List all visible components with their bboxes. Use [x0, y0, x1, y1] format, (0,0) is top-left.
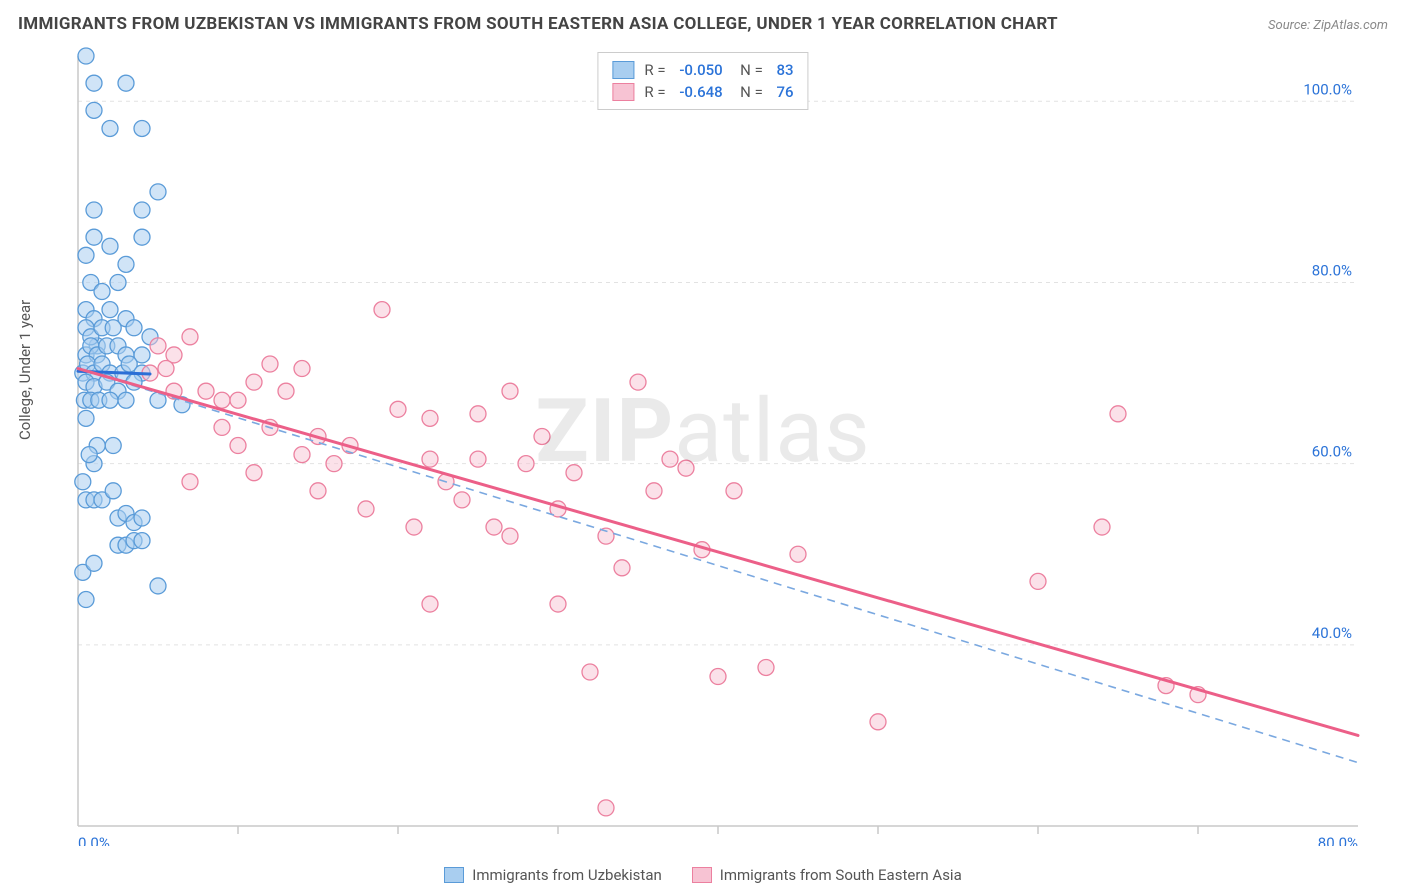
legend-stats-row: R = -0.050 N = 83: [612, 59, 793, 81]
svg-text:40.0%: 40.0%: [1312, 624, 1352, 642]
stat-r-value: -0.050: [679, 61, 722, 79]
svg-text:60.0%: 60.0%: [1312, 443, 1352, 461]
svg-text:80.0%: 80.0%: [1318, 834, 1358, 846]
legend-stats-row: R = -0.648 N = 76: [612, 81, 793, 103]
y-axis-label: College, Under 1 year: [16, 300, 34, 440]
swatch-uzbekistan: [612, 61, 634, 79]
stat-label-r: R =: [644, 83, 669, 101]
chart-plot-area: 40.0% 60.0% 80.0% 100.0% 0.0% 80.0%: [50, 46, 1386, 846]
svg-text:0.0%: 0.0%: [78, 834, 110, 846]
legend-label: Immigrants from South Eastern Asia: [720, 866, 962, 884]
chart-source: Source: ZipAtlas.com: [1268, 18, 1388, 33]
swatch-sea: [692, 867, 712, 883]
legend-series: Immigrants from Uzbekistan Immigrants fr…: [0, 866, 1406, 884]
chart-title: IMMIGRANTS FROM UZBEKISTAN VS IMMIGRANTS…: [18, 14, 1058, 34]
swatch-sea: [612, 83, 634, 101]
stat-label-n: N =: [733, 83, 767, 101]
stat-n-value: 83: [777, 61, 794, 79]
legend-label: Immigrants from Uzbekistan: [472, 866, 662, 884]
stat-label-r: R =: [644, 61, 669, 79]
stat-r-value: -0.648: [679, 83, 722, 101]
svg-text:80.0%: 80.0%: [1312, 261, 1352, 279]
svg-text:100.0%: 100.0%: [1303, 80, 1352, 98]
stat-n-value: 76: [777, 83, 794, 101]
legend-item: Immigrants from Uzbekistan: [444, 866, 662, 884]
swatch-uzbekistan: [444, 867, 464, 883]
legend-stats: R = -0.050 N = 83 R = -0.648 N = 76: [597, 52, 808, 110]
stat-label-n: N =: [733, 61, 767, 79]
legend-item: Immigrants from South Eastern Asia: [692, 866, 962, 884]
